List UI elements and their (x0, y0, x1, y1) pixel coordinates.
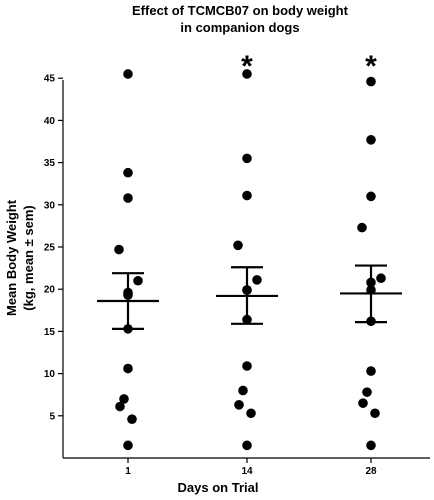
data-point (242, 190, 252, 201)
chart-title-line-2: in companion dogs (180, 20, 299, 35)
x-tick-label: 14 (241, 466, 253, 477)
data-point (242, 153, 252, 164)
data-point (123, 193, 133, 203)
data-point (233, 240, 243, 251)
y-tick-label: 10 (44, 369, 56, 380)
y-axis-label-line-2: (kg, mean ± sem) (21, 205, 36, 310)
data-point (242, 69, 252, 79)
data-point (123, 69, 133, 79)
data-point (123, 440, 133, 451)
x-axis-label: Days on Trial (178, 480, 259, 495)
y-tick-label: 40 (44, 116, 56, 127)
data-point (366, 135, 376, 145)
data-point (358, 398, 368, 408)
y-tick-label: 20 (44, 285, 56, 296)
y-axis-label-group: Mean Body Weight (kg, mean ± sem) (4, 199, 36, 316)
data-point (114, 244, 124, 255)
y-tick-label: 30 (44, 200, 56, 211)
y-tick-label: 5 (49, 411, 55, 422)
data-point (376, 273, 386, 284)
plot-area: 5 10 15 20 25 30 35 40 45 1 14 28 * * (44, 50, 430, 477)
data-point (366, 366, 376, 376)
data-point (370, 408, 380, 419)
y-tick-label: 15 (44, 327, 56, 338)
data-point (234, 400, 244, 410)
significance-marker: * (365, 50, 377, 83)
data-point (127, 414, 137, 424)
x-tick-label: 1 (125, 466, 131, 477)
significance-marker: * (241, 50, 253, 83)
data-point (246, 408, 256, 419)
data-point (366, 440, 376, 451)
data-point (366, 191, 376, 202)
data-point (242, 361, 252, 371)
y-tick-label: 35 (44, 158, 56, 169)
data-point (119, 394, 129, 404)
data-point (115, 401, 125, 412)
data-point (123, 363, 133, 374)
x-tick-label: 28 (365, 466, 377, 477)
data-point (357, 222, 367, 233)
data-point (133, 275, 143, 286)
data-point (366, 76, 376, 87)
y-tick-label: 45 (44, 74, 56, 85)
data-point (242, 440, 252, 451)
data-point (238, 385, 248, 396)
data-point (252, 275, 262, 285)
chart-title-line-1: Effect of TCMCB07 on body weight (132, 3, 349, 18)
y-tick-label: 25 (44, 243, 56, 254)
data-point (362, 387, 372, 397)
y-axis-label-line-1: Mean Body Weight (4, 199, 19, 316)
data-point (123, 167, 133, 178)
